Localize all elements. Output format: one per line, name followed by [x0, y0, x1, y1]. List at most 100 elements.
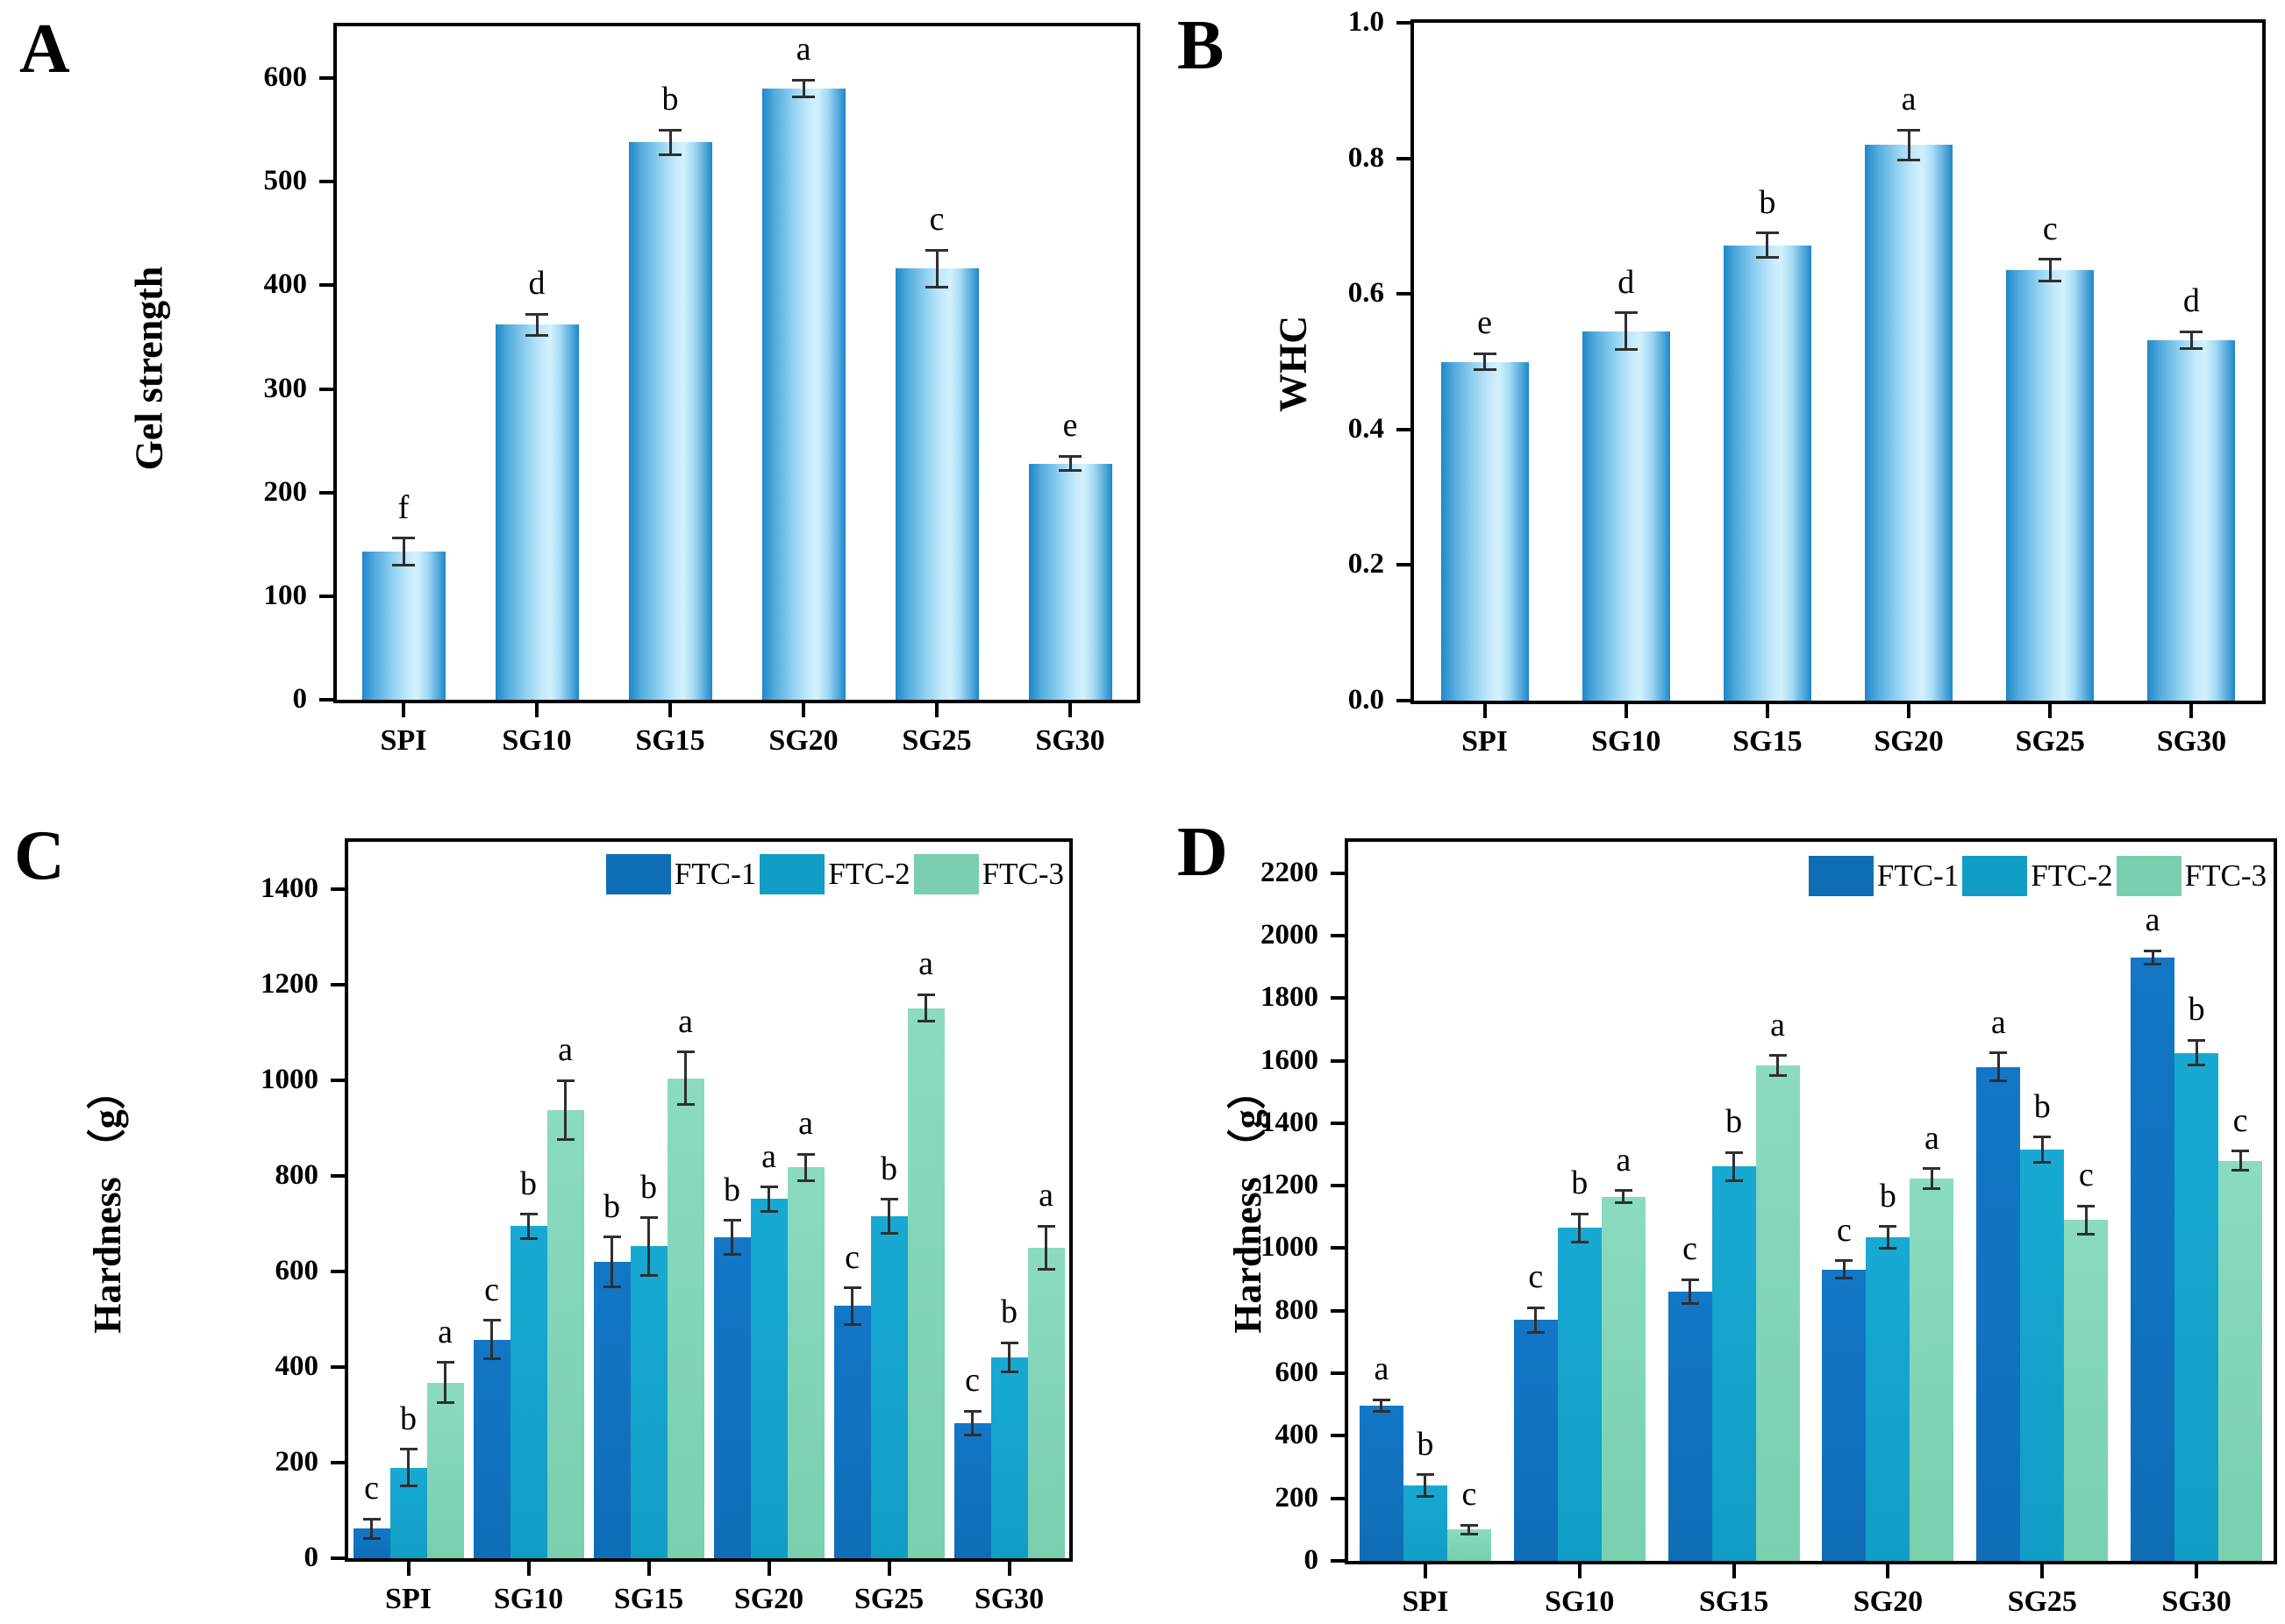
bar [1513, 1320, 1558, 1561]
y-tick-label: 1000 [261, 1064, 318, 1096]
x-category-label: SPI [1461, 725, 1509, 758]
y-tick-mark [331, 1556, 345, 1560]
y-tick-label: 200 [263, 475, 308, 508]
y-tick-mark [319, 283, 333, 288]
panel-b-whc: B WHC 0.0 0.2 0.4 0.6 0.8 1.0 SPI e SG10 d SG15 b SG… [1142, 0, 2284, 812]
error-bar-stem [768, 1186, 770, 1211]
legend-swatch-ftc-2 [760, 854, 825, 894]
error-bar-stem [611, 1236, 613, 1287]
bar [361, 552, 446, 700]
error-bar-stem [1045, 1226, 1047, 1270]
error-bar-cap [392, 537, 415, 540]
bar [1601, 1196, 1646, 1561]
error-bar-stem [802, 80, 805, 97]
x-tick-mark [2040, 1564, 2045, 1578]
bar [426, 1382, 464, 1558]
y-tick-mark [331, 1079, 345, 1083]
y-tick-label: 2200 [1260, 856, 1318, 888]
x-tick-mark [1886, 1564, 1890, 1578]
bar [1976, 1066, 2021, 1561]
plot-area-b: 0.0 0.2 0.4 0.6 0.8 1.0 SPI e SG10 d SG15 b SG20 a SG2… [1348, 6, 2266, 758]
significance-letter: b [1417, 1425, 1434, 1463]
y-tick-mark [1331, 1058, 1345, 1063]
y-tick-label: 1200 [261, 968, 318, 1001]
y-tick-label: 0 [1303, 1543, 1319, 1576]
significance-letter: a [1374, 1350, 1389, 1388]
significance-letter: b [1001, 1293, 1018, 1331]
bar [907, 1008, 945, 1558]
error-bar-stem [535, 314, 539, 336]
x-category-label: SPI [385, 1583, 432, 1615]
panel-d-hardness: D Hardness （g） FTC-1 FTC-2 FTC-3 0 200 400 600… [1142, 812, 2284, 1624]
error-bar-cap [519, 1236, 538, 1240]
bar [1866, 1237, 1910, 1561]
error-bar-cap [525, 333, 548, 337]
error-bar-stem [1996, 1052, 2000, 1081]
y-tick-label: 600 [275, 1254, 319, 1286]
bar [1723, 245, 1811, 701]
error-bar-cap [2039, 280, 2062, 282]
significance-letter: a [761, 1137, 776, 1175]
significance-letter: a [2145, 901, 2160, 939]
y-tick-label: 1200 [1260, 1168, 1318, 1200]
y-tick-label: 1000 [1260, 1231, 1318, 1264]
significance-letter: b [881, 1150, 897, 1187]
error-bar-stem [1624, 312, 1628, 350]
error-bar-cap [556, 1079, 575, 1082]
legend-swatch-ftc-2 [1962, 856, 2028, 896]
y-tick-label: 1400 [261, 873, 318, 905]
y-tick-mark [331, 1461, 345, 1465]
y-tick-mark [319, 698, 333, 702]
legend-label: FTC-2 [2031, 858, 2113, 893]
y-tick-label: 800 [1275, 1293, 1319, 1326]
significance-letter: a [438, 1313, 453, 1350]
error-bar-cap [1681, 1301, 1699, 1305]
significance-letter: b [603, 1187, 620, 1225]
error-bar-cap [760, 1209, 778, 1213]
significance-letter: b [1879, 1177, 1896, 1214]
x-category-label: SG10 [1591, 725, 1661, 758]
error-bar-cap [639, 1273, 658, 1277]
error-bar-stem [731, 1220, 733, 1255]
x-category-label: SG20 [1874, 725, 1944, 758]
x-category-label: SG20 [1853, 1585, 1924, 1618]
significance-letter: b [640, 1168, 657, 1206]
error-bar-stem [2084, 1206, 2088, 1235]
error-bar-cap [362, 1536, 381, 1540]
error-bar-stem [668, 130, 672, 155]
error-bar-stem [971, 1411, 974, 1435]
significance-letter: a [796, 31, 811, 68]
significance-letter: b [724, 1171, 740, 1208]
x-tick-mark [406, 1562, 411, 1576]
error-bar-cap [917, 993, 935, 996]
error-bar-cap [1570, 1240, 1589, 1243]
error-bar-cap [1372, 1398, 1390, 1401]
y-tick-mark [1331, 933, 1345, 937]
plot-area-d: FTC-1 FTC-2 FTC-3 0 200 400 600 800 1000 1200 1400… [1260, 838, 2277, 1618]
significance-letter: a [1901, 81, 1917, 118]
error-bar-cap [1989, 1051, 2008, 1055]
error-bar-cap [1372, 1409, 1390, 1413]
error-bar-stem [1907, 130, 1910, 160]
significance-letter: a [678, 1002, 693, 1040]
significance-letter: b [661, 81, 679, 118]
bar [870, 1216, 908, 1558]
error-bar-cap [1768, 1073, 1787, 1077]
bar [1910, 1179, 1954, 1561]
error-bar-stem [1380, 1400, 1383, 1412]
y-axis-label-hardness-c: Hardness （g） [86, 1071, 129, 1334]
legend-label: FTC-3 [2184, 858, 2267, 893]
y-tick-label: 200 [275, 1445, 319, 1478]
y-tick-label: 2000 [1260, 918, 1318, 951]
error-bar-stem [2239, 1150, 2242, 1171]
bar [1582, 331, 1670, 701]
bar [1028, 463, 1112, 700]
error-bar-stem [490, 1320, 493, 1359]
significance-letter: d [1617, 263, 1635, 301]
bar [1557, 1228, 1602, 1561]
error-bar-stem [2040, 1136, 2044, 1163]
error-bar-cap [1059, 454, 1082, 458]
y-axis-label-gel-strength: Gel strength [127, 266, 171, 471]
x-category-label: SG15 [635, 724, 705, 757]
error-bar-cap [1879, 1246, 1897, 1250]
